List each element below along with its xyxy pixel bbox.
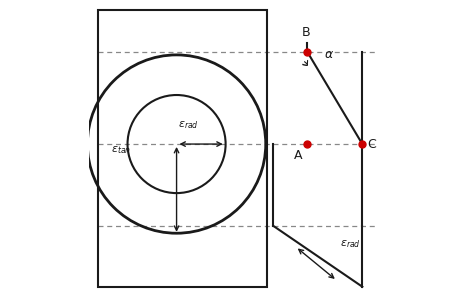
Text: $\alpha$: $\alpha$ (323, 48, 334, 62)
Text: A: A (294, 148, 302, 161)
Text: $\varepsilon_{rad}$: $\varepsilon_{rad}$ (340, 238, 361, 250)
Text: $\varepsilon_{rad}$: $\varepsilon_{rad}$ (178, 119, 199, 131)
Text: $\varepsilon_{tan}$: $\varepsilon_{tan}$ (111, 144, 132, 156)
Bar (98, 10, 267, 287)
Text: B: B (302, 26, 310, 38)
Text: C: C (367, 138, 376, 151)
